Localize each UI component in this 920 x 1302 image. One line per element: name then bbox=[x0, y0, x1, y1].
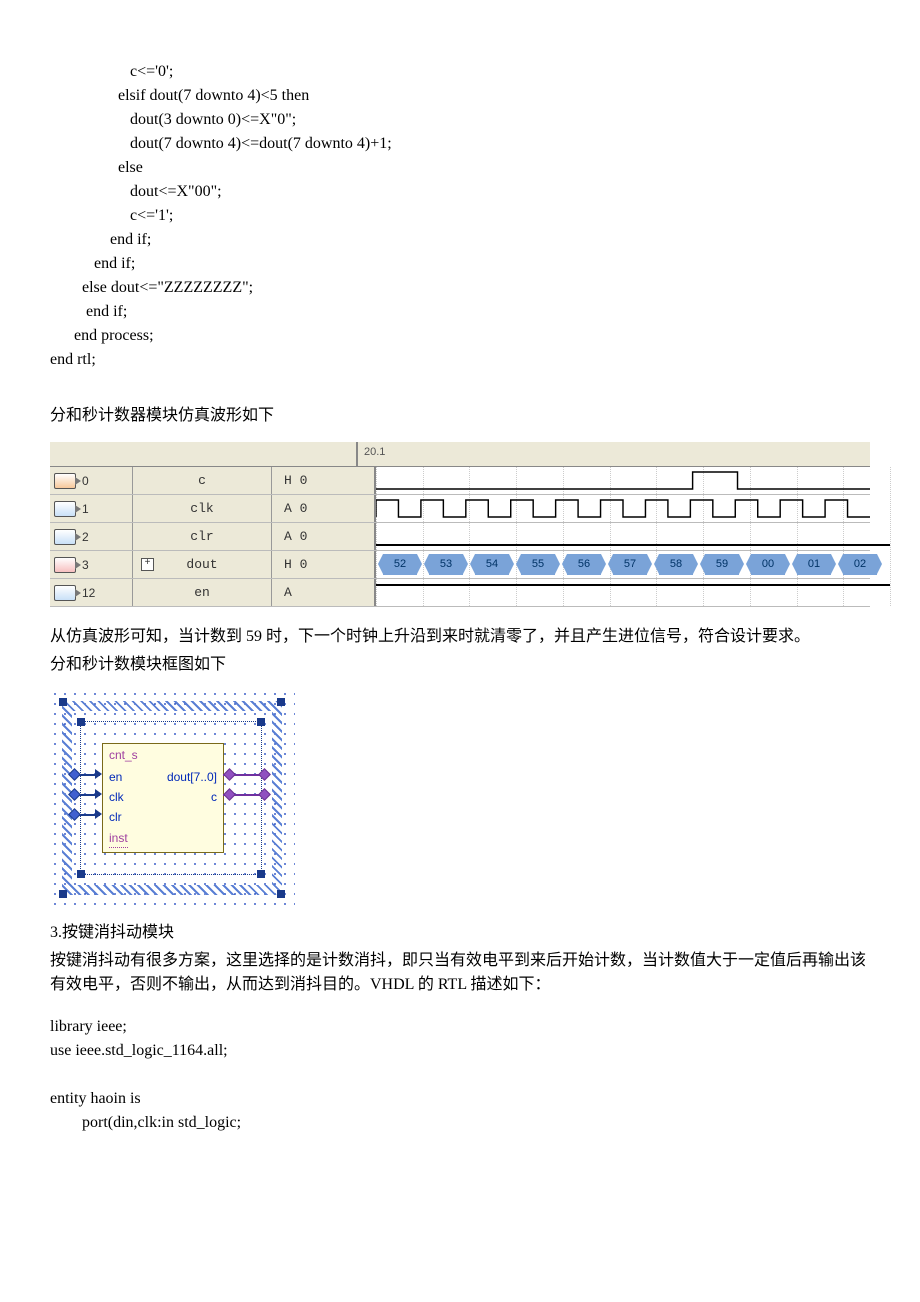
bus-value-cell: 02 bbox=[843, 554, 877, 575]
bus-value-cell: 54 bbox=[475, 554, 509, 575]
signal-name: c bbox=[198, 471, 206, 491]
waveform-row: 12 en A bbox=[50, 579, 870, 607]
expand-bus-icon[interactable]: + bbox=[141, 558, 154, 571]
waveform-ruler: 20.1 bbox=[50, 442, 870, 467]
signal-plot bbox=[376, 523, 870, 550]
paragraph-sim-intro: 分和秒计数器模块仿真波形如下 bbox=[50, 404, 870, 428]
waveform-viewer: 20.1 0 c H 0 1 clk A 0 2 clr A 0 3 + dout H 0 52 53 54 5… bbox=[50, 442, 870, 607]
bus-value-cell: 55 bbox=[521, 554, 555, 575]
signal-index: 0 bbox=[82, 472, 89, 490]
signal-pin-icon bbox=[54, 473, 76, 489]
waveform-row: 3+doutH 05253545556575859000102 bbox=[50, 551, 870, 579]
port-en: en bbox=[109, 768, 122, 786]
bus-value-cell: 59 bbox=[705, 554, 739, 575]
port-dout: dout[7..0] bbox=[167, 768, 217, 786]
signal-value: A bbox=[272, 579, 376, 606]
signal-pin-icon bbox=[54, 557, 76, 573]
bus-value-cell: 57 bbox=[613, 554, 647, 575]
block-title: cnt_s bbox=[109, 746, 138, 764]
bus-value-cell: 56 bbox=[567, 554, 601, 575]
signal-index: 12 bbox=[82, 584, 95, 602]
block-diagram: cnt_s en clk clr dout[7..0] c inst bbox=[50, 689, 295, 905]
bus-value-cell: 53 bbox=[429, 554, 463, 575]
bus-value-cell: 01 bbox=[797, 554, 831, 575]
block-symbol: cnt_s en clk clr dout[7..0] c inst bbox=[102, 743, 224, 853]
bus-value-cell: 58 bbox=[659, 554, 693, 575]
paragraph-sim-result-1: 从仿真波形可知，当计数到 59 时，下一个时钟上升沿到来时就清零了，并且产生进位… bbox=[50, 625, 870, 649]
section-3-body: 按键消抖动有很多方案，这里选择的是计数消抖，即只当有效电平到来后开始计数，当计数… bbox=[50, 949, 870, 997]
signal-plot bbox=[376, 495, 870, 522]
waveform-row: 1 clk A 0 bbox=[50, 495, 870, 523]
port-clr: clr bbox=[109, 808, 122, 826]
signal-value: A 0 bbox=[272, 523, 376, 550]
waveform-row: 0 c H 0 bbox=[50, 467, 870, 495]
ruler-time-label: 20.1 bbox=[364, 444, 385, 461]
port-c: c bbox=[211, 788, 217, 806]
signal-name: clr bbox=[190, 527, 213, 547]
signal-pin-icon bbox=[54, 529, 76, 545]
bus-value-cell: 00 bbox=[751, 554, 785, 575]
vhdl-code-block-2: library ieee; use ieee.std_logic_1164.al… bbox=[50, 1015, 870, 1135]
section-3-title: 3.按键消抖动模块 bbox=[50, 921, 870, 945]
signal-plot bbox=[376, 467, 870, 494]
signal-value: H 0 bbox=[272, 551, 376, 578]
signal-index: 3 bbox=[82, 556, 89, 574]
signal-value: A 0 bbox=[272, 495, 376, 522]
signal-pin-icon bbox=[54, 585, 76, 601]
paragraph-sim-result-2: 分和秒计数模块框图如下 bbox=[50, 653, 870, 677]
block-instance-name: inst bbox=[109, 829, 128, 848]
signal-plot bbox=[376, 579, 870, 606]
signal-name: en bbox=[194, 583, 210, 603]
signal-pin-icon bbox=[54, 501, 76, 517]
port-clk: clk bbox=[109, 788, 124, 806]
waveform-row: 2 clr A 0 bbox=[50, 523, 870, 551]
signal-name: dout bbox=[186, 555, 217, 575]
signal-plot: 5253545556575859000102 bbox=[376, 551, 870, 578]
bus-value-cell: 52 bbox=[383, 554, 417, 575]
signal-value: H 0 bbox=[272, 467, 376, 494]
vhdl-code-block-1: c<='0'; elsif dout(7 downto 4)<5 then do… bbox=[50, 60, 870, 372]
signal-index: 1 bbox=[82, 500, 89, 518]
signal-name: clk bbox=[190, 499, 213, 519]
signal-index: 2 bbox=[82, 528, 89, 546]
